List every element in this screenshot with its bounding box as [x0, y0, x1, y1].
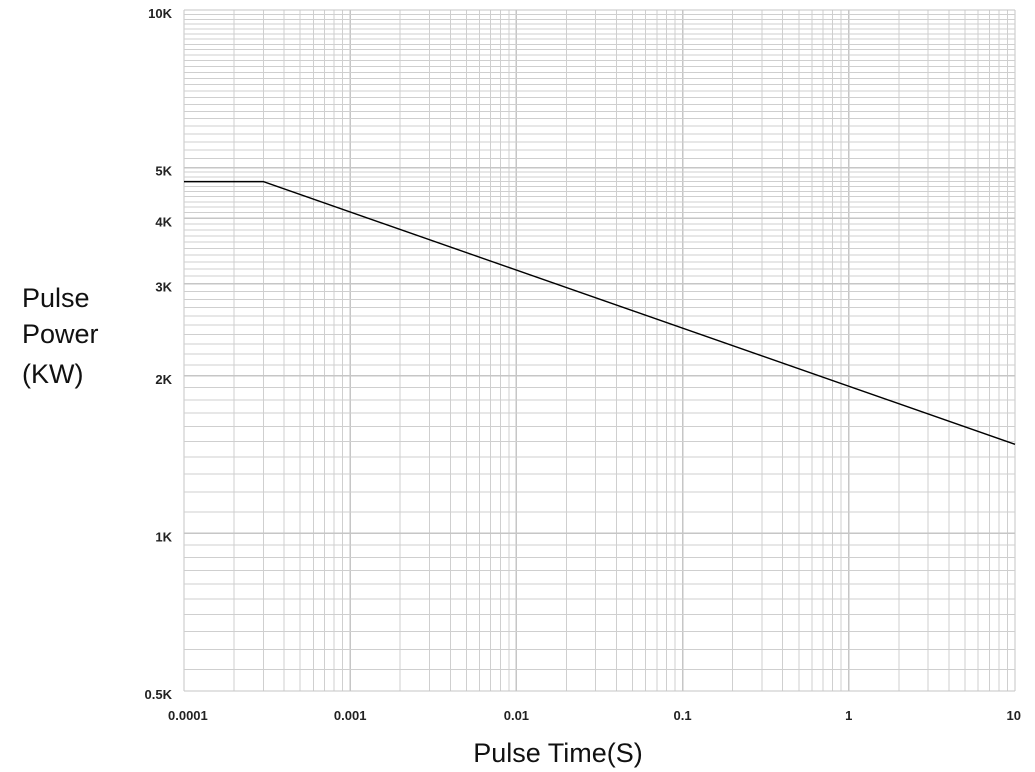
y-tick-label: 5K [155, 164, 172, 179]
series-layer [184, 180, 1016, 445]
y-tick-label: 2K [155, 372, 172, 387]
x-axis-ticks: 0.0001 0.001 0.01 0.1 1 10 [168, 708, 1021, 723]
y-axis-title-line-2: Power [22, 319, 99, 349]
grid [183, 9, 1016, 692]
x-tick-label: 0.01 [504, 708, 529, 723]
y-tick-label: 0.5K [145, 687, 173, 702]
y-axis-title-line-1: Pulse [22, 283, 90, 313]
y-tick-label: 1K [155, 529, 172, 544]
series-line-1 [184, 180, 1016, 445]
y-tick-label: 3K [155, 280, 172, 295]
x-tick-label: 0.001 [334, 708, 367, 723]
x-tick-label: 0.1 [674, 708, 692, 723]
x-axis-title: Pulse Time(S) [473, 738, 643, 768]
y-axis-ticks: 0.5K 1K 2K 3K 4K 5K 10K [145, 6, 173, 702]
y-tick-label: 4K [155, 214, 172, 229]
x-tick-label: 0.0001 [168, 708, 208, 723]
y-tick-label: 10K [148, 6, 172, 21]
x-tick-label: 1 [845, 708, 852, 723]
y-axis-title: Pulse Power (KW) [22, 283, 106, 389]
y-axis-title-line-3: (KW) [22, 359, 83, 389]
x-tick-label: 10 [1007, 708, 1021, 723]
